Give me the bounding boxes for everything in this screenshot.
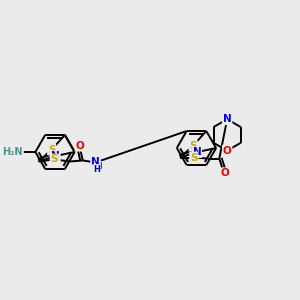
Text: S: S	[189, 141, 197, 151]
Text: N: N	[51, 151, 60, 161]
Text: O: O	[221, 168, 230, 178]
Text: N: N	[193, 147, 201, 157]
Text: H: H	[93, 165, 100, 174]
Text: O: O	[223, 146, 232, 156]
Text: O: O	[76, 141, 84, 151]
Text: S: S	[51, 154, 58, 164]
Text: N: N	[91, 158, 100, 167]
Text: S: S	[190, 152, 197, 163]
Text: H: H	[94, 162, 101, 171]
Text: S: S	[48, 145, 56, 154]
Text: H₂N: H₂N	[2, 147, 23, 157]
Text: N: N	[223, 114, 232, 124]
